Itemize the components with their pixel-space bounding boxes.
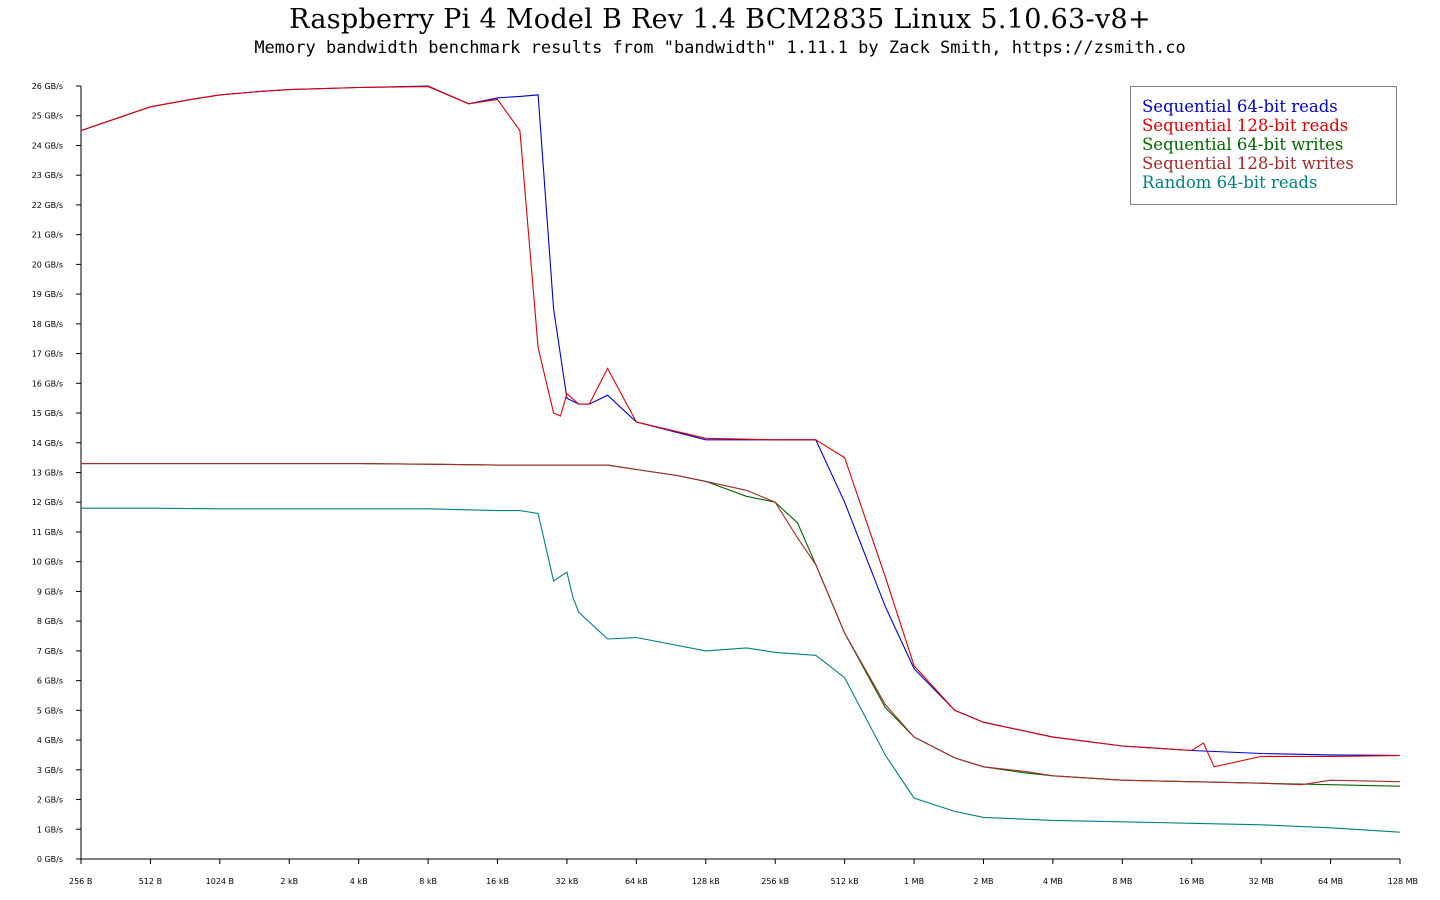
x-tick-label: 128 kB xyxy=(692,877,720,886)
x-tick-label: 64 MB xyxy=(1318,877,1343,886)
y-tick-label: 7 GB/s xyxy=(37,647,63,656)
y-tick-label: 0 GB/s xyxy=(37,855,63,864)
x-tick-label: 1 MB xyxy=(904,877,924,886)
y-tick-label: 3 GB/s xyxy=(37,766,63,775)
y-tick-label: 26 GB/s xyxy=(32,82,63,91)
legend-entry-1: Sequential 64-bit reads xyxy=(1142,97,1338,116)
x-tick-label: 128 MB xyxy=(1388,877,1418,886)
chart-title: Raspberry Pi 4 Model B Rev 1.4 BCM2835 L… xyxy=(289,4,1151,35)
y-tick-label: 5 GB/s xyxy=(37,706,63,715)
x-tick-label: 64 kB xyxy=(625,877,648,886)
x-tick-label: 256 kB xyxy=(761,877,789,886)
y-tick-label: 12 GB/s xyxy=(32,498,63,507)
y-tick-label: 2 GB/s xyxy=(37,796,63,805)
y-tick-label: 13 GB/s xyxy=(32,469,63,478)
y-tick-label: 18 GB/s xyxy=(32,320,63,329)
legend-entry-3: Sequential 64-bit writes xyxy=(1142,135,1344,154)
y-tick-label: 9 GB/s xyxy=(37,587,63,596)
y-tick-label: 6 GB/s xyxy=(37,677,63,686)
chart-subtitle: Memory bandwidth benchmark results from … xyxy=(254,38,1186,58)
y-tick-label: 23 GB/s xyxy=(32,171,63,180)
series-line-3 xyxy=(81,463,1401,787)
x-tick-label: 16 kB xyxy=(486,877,509,886)
legend: Sequential 64-bit reads Sequential 128-bi… xyxy=(1130,86,1397,205)
x-tick-label: 32 kB xyxy=(556,877,579,886)
y-tick-label: 15 GB/s xyxy=(32,409,63,418)
y-tick-label: 1 GB/s xyxy=(37,825,63,834)
x-tick-label: 4 MB xyxy=(1043,877,1063,886)
axes: 0 GB/s 1 GB/s 2 GB/s 3 GB/s 4 GB/s 5 GB/s 6 GB… xyxy=(32,82,1418,886)
y-tick-label: 24 GB/s xyxy=(32,141,63,150)
x-tick-label: 16 MB xyxy=(1179,877,1204,886)
x-tick-label: 8 kB xyxy=(419,877,437,886)
x-tick-label: 2 MB xyxy=(973,877,993,886)
y-tick-label: 20 GB/s xyxy=(32,260,63,269)
x-tick-label: 256 B xyxy=(69,877,92,886)
series-line-4 xyxy=(81,463,1401,786)
series-line-2 xyxy=(80,86,1401,768)
y-tick-label: 17 GB/s xyxy=(32,350,63,359)
y-tick-label: 19 GB/s xyxy=(32,290,63,299)
y-tick-label: 16 GB/s xyxy=(32,379,63,388)
y-tick-label: 22 GB/s xyxy=(32,201,63,210)
y-tick-label: 21 GB/s xyxy=(32,231,63,240)
x-tick-label: 512 kB xyxy=(831,877,859,886)
y-tick-label: 10 GB/s xyxy=(32,558,63,567)
y-tick-label: 8 GB/s xyxy=(37,617,63,626)
y-tick-label: 4 GB/s xyxy=(37,736,63,745)
y-tick-label: 25 GB/s xyxy=(32,112,63,121)
legend-entry-4: Sequential 128-bit writes xyxy=(1142,154,1354,173)
y-tick-label: 11 GB/s xyxy=(32,528,63,537)
series-lines xyxy=(80,85,1401,833)
series-line-5 xyxy=(81,507,1401,833)
x-tick-label: 512 B xyxy=(139,877,162,886)
x-tick-label: 4 kB xyxy=(350,877,368,886)
x-tick-label: 8 MB xyxy=(1112,877,1132,886)
x-tick-label: 2 kB xyxy=(280,877,298,886)
x-tick-label: 1024 B xyxy=(206,877,234,886)
legend-entry-2: Sequential 128-bit reads xyxy=(1142,116,1349,135)
x-tick-label: 32 MB xyxy=(1249,877,1274,886)
y-tick-label: 14 GB/s xyxy=(32,439,63,448)
legend-entry-5: Random 64-bit reads xyxy=(1142,173,1318,192)
